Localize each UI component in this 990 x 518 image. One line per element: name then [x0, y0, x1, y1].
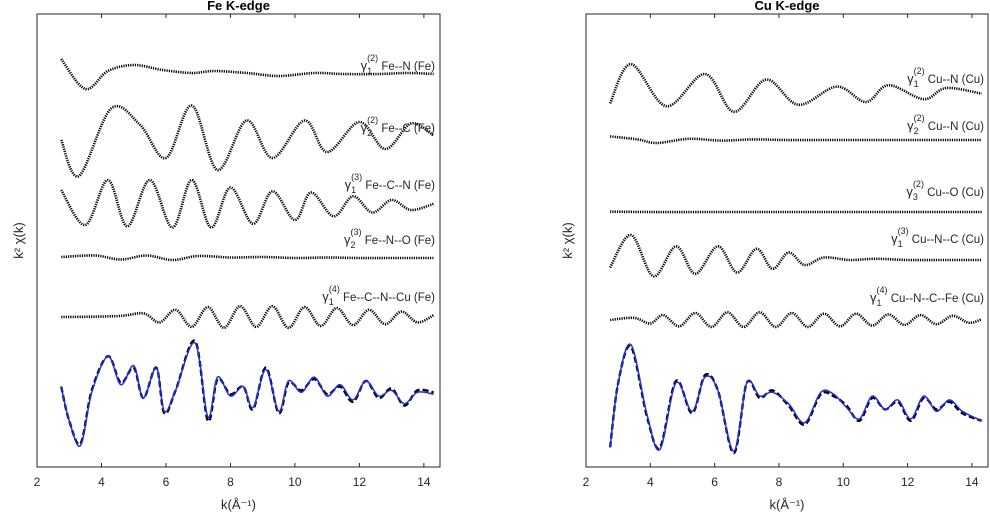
series-label-text: Fe--N--O (Fe)	[362, 235, 436, 247]
series-label-symbol: γ	[344, 232, 351, 247]
series-label-superscript: (2)	[914, 66, 925, 76]
x-tick-label: 4	[647, 475, 654, 489]
x-tick-label: 12	[353, 475, 367, 489]
plot-frame	[36, 13, 441, 468]
x-tick-label: 4	[98, 475, 105, 489]
series-label-subscript: 1	[877, 298, 882, 308]
series-label-subscript: 1	[351, 185, 356, 195]
series-label-superscript: (2)	[914, 113, 925, 123]
series-line-4	[608, 233, 982, 278]
series-label-text: Fe--C (Fe)	[378, 123, 435, 135]
series-label-text: Fe--N (Fe)	[378, 61, 435, 73]
series-label-text: Cu--O (Cu)	[924, 187, 984, 199]
chart-title: Fe K-edge	[207, 0, 270, 13]
series-label-text: Fe--C--N--Cu (Fe)	[340, 292, 435, 304]
series-label-superscript: (3)	[351, 227, 362, 237]
series-label-subscript: 1	[367, 66, 372, 76]
x-tick-label: 2	[34, 475, 41, 489]
x-tick-label: 2	[583, 475, 590, 489]
x-tick-label: 8	[227, 475, 234, 489]
series-label: γ3 (2) Cu--O (Cu)	[906, 179, 984, 202]
x-tick-label: 8	[776, 475, 783, 489]
series-line-6	[608, 344, 983, 455]
series-label-subscript: 2	[367, 128, 372, 138]
x-tick-label: 14	[417, 475, 431, 489]
series-line-2	[59, 104, 435, 178]
series-label-text: Fe--C--N (Fe)	[362, 180, 435, 192]
series-label-symbol: γ	[891, 231, 898, 246]
series-label-text: Cu--N (Cu)	[925, 74, 985, 86]
y-axis-label: k² χ(k)	[560, 222, 575, 258]
y-axis-label: k² χ(k)	[11, 222, 26, 258]
series-label-superscript: (2)	[367, 53, 378, 63]
series-label: γ2 (2) Cu--N (Cu)	[907, 113, 984, 136]
x-axis-label: k(Å⁻¹)	[769, 497, 804, 512]
series-label: γ1 (3) Cu--N--C (Cu)	[891, 226, 984, 249]
x-axis-label: k(Å⁻¹)	[221, 497, 256, 512]
x-tick-label: 12	[901, 475, 915, 489]
series-label: γ2 (2) Fe--C (Fe)	[361, 115, 436, 138]
series-label: γ1 (2) Cu--N (Cu)	[907, 66, 984, 89]
series-label: γ1 (2) Fe--N (Fe)	[361, 53, 436, 76]
series-label-text: Cu--N (Cu)	[925, 121, 985, 133]
series-label-symbol: γ	[322, 289, 329, 304]
series-label-superscript: (2)	[913, 179, 924, 189]
series-label-superscript: (3)	[351, 172, 362, 182]
series-label-subscript: 1	[329, 297, 334, 307]
x-tick-label: 6	[163, 475, 170, 489]
series-line-5	[61, 304, 435, 330]
series-label-symbol: γ	[361, 120, 368, 135]
series-label-superscript: (3)	[898, 226, 909, 236]
series-label-symbol: γ	[907, 71, 914, 86]
x-tick-label: 14	[965, 475, 979, 489]
series-line-3	[60, 178, 434, 229]
series-line-7	[609, 343, 982, 452]
series-label-superscript: (4)	[329, 284, 340, 294]
series-label-text: Cu--N--C (Cu)	[909, 234, 985, 246]
series-label-symbol: γ	[345, 177, 352, 192]
series-line-1	[60, 58, 434, 91]
series-line-1	[608, 62, 982, 114]
series-line-6	[60, 339, 434, 446]
plot-frame	[585, 13, 989, 468]
series-label-superscript: (4)	[877, 285, 888, 295]
series-label-subscript: 1	[898, 239, 903, 249]
series-line-4	[61, 254, 434, 262]
series-label: γ1 (4) Fe--C--N--Cu (Fe)	[322, 284, 435, 307]
series-label: γ1 (4) Cu--N--C--Fe (Cu)	[870, 285, 984, 308]
x-tick-label: 10	[288, 475, 302, 489]
series-label-symbol: γ	[906, 184, 913, 199]
series-label-symbol: γ	[870, 290, 877, 305]
series-label: γ2 (3) Fe--N--O (Fe)	[344, 227, 435, 250]
series-label-superscript: (2)	[367, 115, 378, 125]
series-label-subscript: 1	[914, 79, 919, 89]
chart-title: Cu K-edge	[755, 0, 820, 13]
series-label: γ1 (3) Fe--C--N (Fe)	[345, 172, 436, 195]
series-line-5	[609, 310, 983, 329]
series-line-2	[609, 135, 982, 145]
series-label-subscript: 3	[913, 192, 918, 202]
series-label-text: Cu--N--C--Fe (Cu)	[888, 293, 985, 305]
x-tick-label: 10	[837, 475, 851, 489]
series-label-subscript: 2	[351, 240, 356, 250]
series-label-symbol: γ	[361, 58, 368, 73]
series-line-7	[60, 342, 434, 447]
series-label-subscript: 2	[914, 126, 919, 136]
x-tick-label: 6	[711, 475, 718, 489]
series-label-symbol: γ	[907, 118, 914, 133]
